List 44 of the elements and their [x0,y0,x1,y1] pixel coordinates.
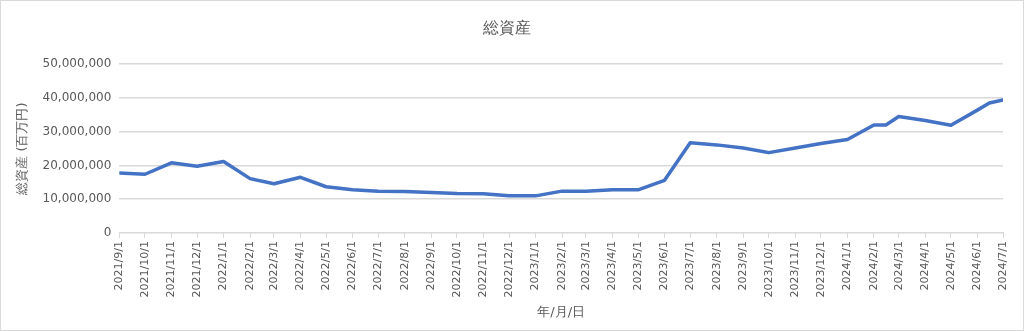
x-tick-label: 2023/3/1 [578,241,592,291]
y-axis-title: 総資産 (百万円) [14,102,30,196]
y-tick-label: 50,000,000 [42,56,112,71]
x-tick-label: 2023/4/1 [605,241,619,291]
y-tick-label: 40,000,000 [42,90,112,105]
x-tick-label: 2023/9/1 [736,241,750,291]
x-tick-label: 2021/11/1 [164,241,178,298]
x-tick-label: 2023/8/1 [709,241,723,291]
x-tick-label: 2024/6/1 [970,241,984,291]
x-axis-title: 年/月/日 [537,303,586,319]
x-tick-label: 2023/10/1 [761,241,775,298]
x-tick-label: 2024/2/1 [866,241,880,291]
x-tick-label: 2021/12/1 [189,241,203,298]
x-tick-label: 2022/6/1 [345,241,359,291]
x-tick-label: 2023/6/1 [657,241,671,291]
x-tick-label: 2024/3/1 [891,241,905,291]
x-tick-label: 2022/2/1 [242,241,256,291]
chart-title: 総資産 [482,17,531,37]
x-tick-label: 2021/9/1 [112,241,126,291]
x-tick-label: 2022/8/1 [397,241,411,291]
x-tick-label: 2022/7/1 [371,241,385,291]
x-tick-label: 2022/5/1 [318,241,332,291]
x-tick-label: 2023/2/1 [554,241,568,291]
x-tick-label: 2021/10/1 [137,241,151,298]
x-tick-label: 2022/4/1 [293,241,307,291]
x-tick-label: 2024/1/1 [840,241,854,291]
x-tick-label: 2022/12/1 [501,241,515,298]
x-tick-label: 2024/7/1 [995,241,1009,291]
x-tick-label: 2023/12/1 [813,241,827,298]
x-tick-label: 2023/5/1 [630,241,644,291]
x-tick-label: 2022/9/1 [424,241,438,291]
y-tick-label: 10,000,000 [42,191,112,206]
x-tick-label: 2022/3/1 [266,241,280,291]
x-tick-label: 2023/7/1 [683,241,697,291]
x-tick-label: 2022/1/1 [216,241,230,291]
x-tick-label: 2024/4/1 [918,241,932,291]
y-tick-label: 30,000,000 [42,123,112,138]
x-tick-label: 2022/10/1 [449,241,463,298]
y-tick-label: 0 [103,225,112,240]
y-tick-label: 20,000,000 [42,157,112,172]
x-tick-label: 2024/5/1 [943,241,957,291]
x-tick-label: 2022/11/1 [476,241,490,298]
x-tick-label: 2023/11/1 [788,241,802,298]
x-tick-label: 2023/1/1 [528,241,542,291]
